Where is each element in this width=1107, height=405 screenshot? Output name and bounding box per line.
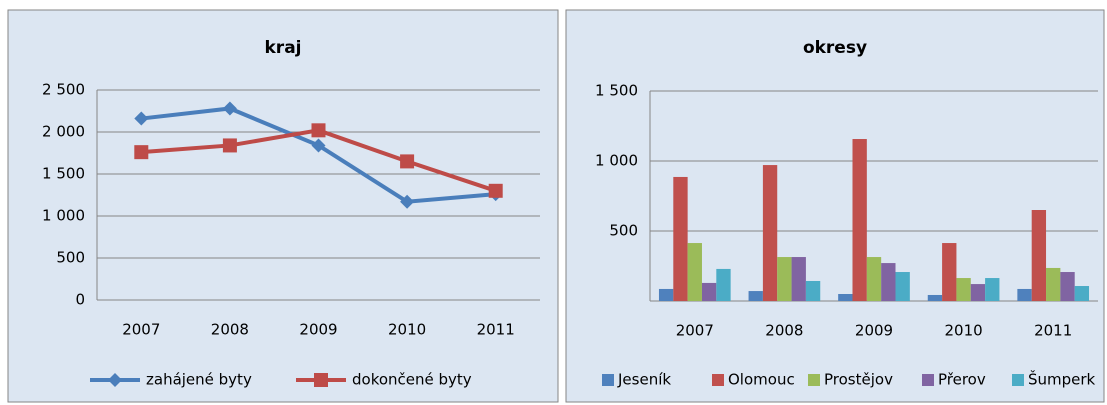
bar — [805, 280, 821, 301]
bar — [970, 284, 986, 301]
bar — [701, 282, 717, 301]
marker — [400, 154, 415, 169]
bar — [748, 291, 763, 301]
legend-label: zahájené byty — [146, 371, 252, 389]
chart-title: kraj — [265, 38, 302, 58]
marker — [134, 145, 149, 160]
bar — [762, 165, 778, 301]
left-panel — [7, 9, 559, 403]
bar — [1046, 267, 1061, 301]
bar — [1074, 286, 1090, 301]
legend-swatch — [712, 374, 724, 386]
bar — [1031, 210, 1047, 301]
y-tick-label: 0 — [75, 291, 85, 309]
y-tick-label: 1 000 — [42, 207, 85, 225]
legend-swatch — [602, 374, 614, 386]
x-tick-label: 2011 — [1034, 322, 1072, 340]
bar — [658, 288, 674, 301]
marker — [222, 101, 237, 116]
legend-marker — [314, 373, 328, 387]
marker — [400, 194, 415, 209]
marker — [311, 138, 326, 153]
y-tick-label: 1 500 — [595, 82, 638, 100]
legend-swatch — [922, 374, 934, 386]
legend-label: Olomouc — [728, 371, 795, 389]
legend-marker — [108, 373, 122, 387]
x-tick-label: 2010 — [388, 321, 426, 339]
legend-label: Šumperk — [1028, 370, 1096, 389]
right-panel — [565, 9, 1105, 403]
legend-swatch — [1012, 374, 1024, 386]
bar — [895, 272, 910, 301]
bar — [777, 257, 792, 301]
bar — [956, 278, 971, 301]
bar — [1017, 288, 1032, 301]
x-tick-label: 2009 — [299, 321, 337, 339]
bar — [866, 257, 882, 301]
bar — [942, 243, 957, 301]
x-tick-label: 2011 — [477, 321, 515, 339]
x-tick-label: 2007 — [122, 321, 160, 339]
chart-title: okresy — [803, 38, 867, 58]
bar — [927, 294, 943, 301]
bar — [852, 139, 867, 301]
x-tick-label: 2007 — [676, 322, 714, 340]
y-tick-label: 1 500 — [42, 165, 85, 183]
legend-label: Jeseník — [617, 371, 671, 389]
marker — [222, 138, 237, 153]
x-tick-label: 2008 — [211, 321, 249, 339]
bar — [687, 243, 702, 301]
y-tick-label: 1 000 — [595, 152, 638, 170]
bar — [1060, 272, 1075, 301]
bar — [791, 257, 806, 301]
bar — [673, 176, 688, 301]
marker — [134, 111, 149, 126]
x-tick-label: 2009 — [855, 322, 893, 340]
x-tick-label: 2010 — [945, 322, 983, 340]
bar — [985, 278, 1000, 301]
legend-label: dokončené byty — [352, 371, 472, 389]
marker — [488, 183, 503, 198]
legend-label: Prostějov — [824, 371, 893, 389]
x-tick-label: 2008 — [765, 322, 803, 340]
legend-label: Přerov — [938, 371, 986, 389]
y-tick-label: 2 000 — [42, 123, 85, 141]
bar — [716, 268, 731, 301]
bar — [881, 263, 896, 301]
bar — [838, 294, 853, 301]
y-tick-label: 500 — [609, 222, 638, 240]
legend-swatch — [808, 374, 820, 386]
y-tick-label: 500 — [56, 249, 85, 267]
y-tick-label: 2 500 — [42, 81, 85, 99]
marker — [311, 123, 326, 138]
